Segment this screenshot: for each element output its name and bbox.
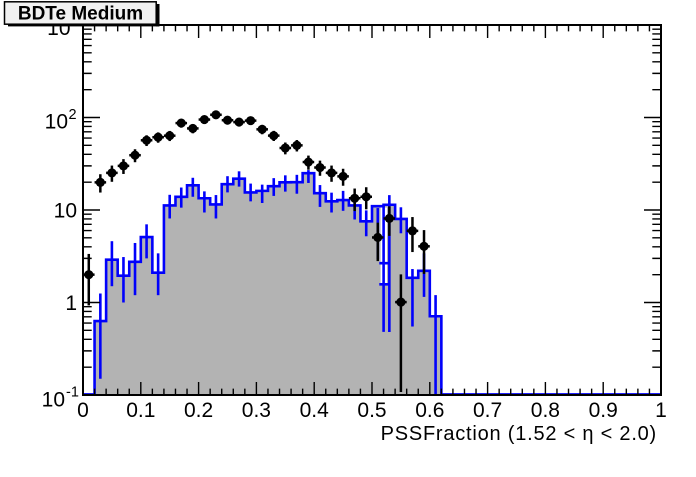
svg-text:2: 2 xyxy=(69,107,77,123)
svg-text:-1: -1 xyxy=(66,385,79,401)
svg-text:0.3: 0.3 xyxy=(242,399,271,422)
svg-text:0.4: 0.4 xyxy=(300,399,330,422)
svg-text:0.6: 0.6 xyxy=(415,399,444,422)
svg-text:1: 1 xyxy=(655,399,667,422)
svg-text:0.9: 0.9 xyxy=(589,399,618,422)
svg-text:PSSFraction (1.52 < η < 2.0): PSSFraction (1.52 < η < 2.0) xyxy=(381,423,657,445)
svg-text:0.5: 0.5 xyxy=(357,399,386,422)
svg-text:10: 10 xyxy=(45,111,68,134)
svg-text:0.1: 0.1 xyxy=(126,399,155,422)
svg-text:10: 10 xyxy=(42,388,65,411)
svg-text:0: 0 xyxy=(77,399,89,422)
svg-text:1: 1 xyxy=(65,292,77,315)
svg-text:BDTe Medium: BDTe Medium xyxy=(18,4,143,25)
svg-text:0.8: 0.8 xyxy=(531,399,560,422)
svg-text:0.7: 0.7 xyxy=(473,399,502,422)
svg-text:10: 10 xyxy=(54,200,77,223)
svg-text:0.2: 0.2 xyxy=(184,399,213,422)
